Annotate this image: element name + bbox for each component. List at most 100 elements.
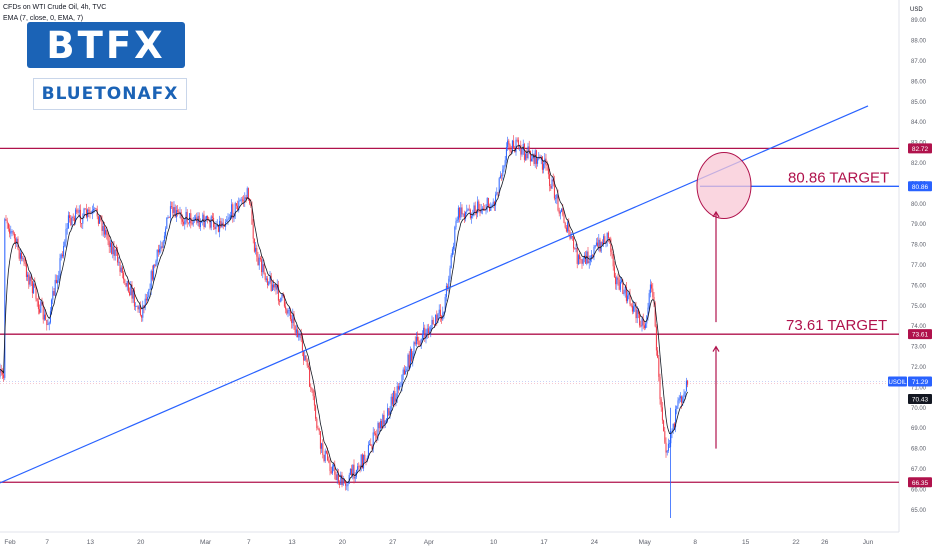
candle-body — [240, 199, 242, 201]
candle-body — [245, 197, 247, 199]
candle-body — [679, 396, 681, 399]
candle-body — [669, 443, 671, 444]
candle-body — [15, 238, 17, 244]
candle-body — [527, 146, 529, 159]
candle-body — [95, 208, 97, 209]
candle-body — [323, 454, 325, 462]
candle-body — [102, 225, 104, 231]
ema-tag-text: 70.43 — [912, 397, 929, 404]
bluetonafx-logo: BLUETONAFX — [33, 78, 187, 110]
candle-body — [276, 284, 278, 290]
candle-body — [384, 420, 386, 425]
candle-body — [45, 314, 47, 320]
candle-body — [652, 288, 654, 297]
candle-body — [18, 249, 20, 259]
candle-body — [113, 246, 115, 256]
candle-body — [373, 432, 375, 434]
candle-body — [261, 259, 263, 273]
candle-body — [29, 276, 31, 285]
candle-body — [263, 264, 265, 274]
x-tick-label: 17 — [540, 539, 548, 546]
candle-body — [541, 156, 543, 170]
candle-body — [299, 334, 301, 336]
level-tag-text: 73.61 — [912, 332, 929, 339]
candle-body — [507, 140, 509, 148]
candle-body — [502, 169, 504, 177]
time-axis[interactable]: Feb 7 13 20 Mar 7 13 20 27 Apr 10 17 24 May 8 15 22 26 Jun — [0, 531, 899, 546]
candle-body — [481, 208, 483, 209]
candle-body — [108, 240, 110, 248]
candle-body — [231, 204, 233, 216]
candle-body — [574, 248, 576, 250]
candle-body — [213, 217, 215, 227]
candle-body — [349, 468, 351, 475]
candle-body — [517, 139, 519, 146]
candle-body — [10, 231, 12, 234]
candle-body — [27, 274, 29, 278]
candle-body — [337, 473, 339, 483]
candle-body — [227, 219, 229, 221]
x-tick-label: 24 — [591, 539, 599, 546]
x-tick-label: 10 — [490, 539, 498, 546]
candle-body — [456, 219, 458, 222]
candle-body — [312, 390, 314, 397]
candle-body — [1, 372, 3, 375]
candle-body — [209, 220, 211, 228]
candle-body — [288, 310, 290, 311]
candle-body — [3, 374, 5, 378]
y-tick-label: 65.00 — [911, 508, 927, 514]
candle-body — [406, 368, 408, 371]
y-tick-label: 86.00 — [911, 79, 927, 85]
candle-body — [647, 307, 649, 316]
candle-body — [677, 400, 679, 406]
candle-body — [483, 208, 485, 210]
candle-body — [642, 318, 644, 326]
candle-body — [496, 192, 498, 195]
candle-body — [461, 207, 463, 215]
candle-body — [552, 179, 554, 182]
y-tick-label: 66.00 — [911, 487, 927, 493]
candle-body — [504, 160, 506, 166]
y-tick-label: 69.00 — [911, 426, 927, 432]
candle-body — [676, 405, 678, 410]
currency-label: USD — [910, 7, 923, 13]
x-tick-label: 15 — [742, 539, 750, 546]
candle-body — [71, 216, 73, 225]
candle-body — [687, 380, 689, 385]
candle-body — [439, 309, 441, 317]
candle-body — [352, 464, 354, 476]
candle-body — [408, 354, 410, 368]
candle-body — [379, 420, 381, 429]
candle-body — [184, 220, 186, 225]
candle-body — [144, 298, 146, 308]
candle-body — [250, 203, 252, 207]
candle-body — [367, 445, 369, 459]
arrow-upper-head — [712, 210, 720, 218]
candle-body — [521, 148, 523, 155]
candle-body — [199, 221, 201, 228]
candle-body — [47, 324, 49, 326]
x-tick-label: Jun — [863, 539, 874, 546]
candle-body — [475, 212, 477, 214]
candle-body — [220, 221, 222, 227]
candle-body — [283, 295, 285, 307]
candle-body — [235, 203, 237, 206]
candle-body — [279, 300, 281, 302]
x-tick-label: 20 — [137, 539, 145, 546]
candle-body — [549, 174, 551, 187]
candle-body — [571, 236, 573, 238]
y-tick-label: 88.00 — [911, 39, 927, 45]
candle-body — [520, 144, 522, 155]
candle-body — [471, 216, 473, 219]
candle-body — [97, 216, 99, 224]
target-label: 80.86 TARGET — [788, 169, 889, 186]
candle-body — [340, 474, 342, 485]
candle-body — [685, 380, 687, 392]
candle-body — [537, 158, 539, 164]
candle-body — [114, 250, 116, 256]
candle-body — [529, 150, 531, 162]
candle-body — [82, 217, 84, 224]
candle-body — [130, 284, 132, 296]
x-tick-label: 13 — [288, 539, 296, 546]
candle-body — [390, 396, 392, 412]
